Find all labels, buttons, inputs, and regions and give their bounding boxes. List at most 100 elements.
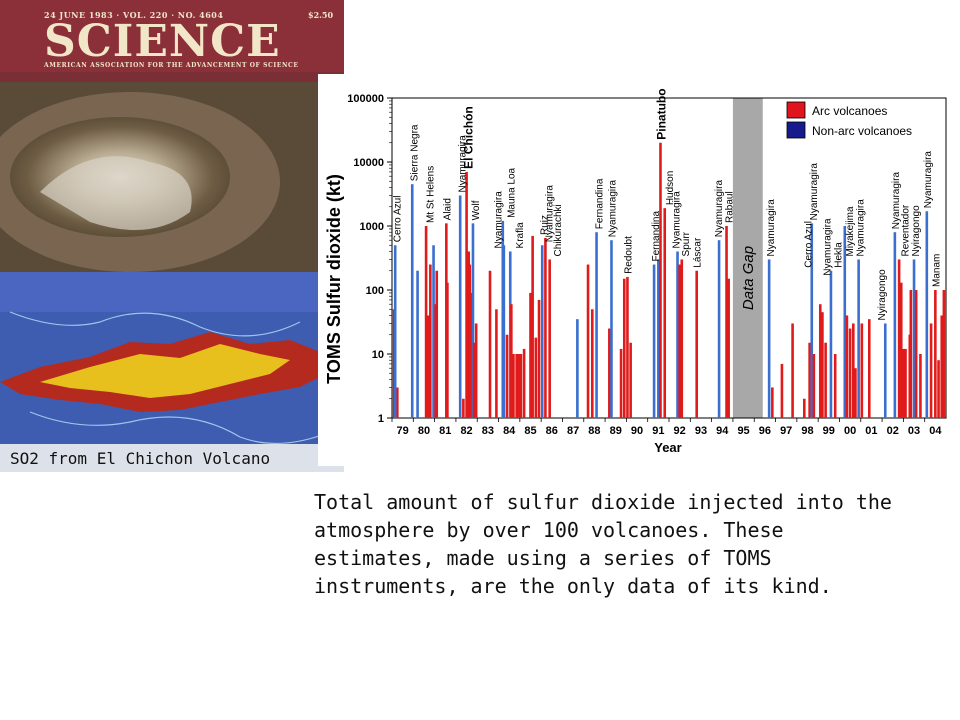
- science-cover: 24 JUNE 1983 · VOL. 220 · NO. 4604 $2.50…: [0, 0, 344, 472]
- volcano-label: Nyamuragira: [891, 172, 902, 230]
- nonarc-volcano-bar: [458, 195, 462, 418]
- arc-volcano-bar: [914, 290, 918, 418]
- nonarc-volcano-bar: [843, 226, 847, 418]
- cover-subtitle: AMERICAN ASSOCIATION FOR THE ADVANCEMENT…: [44, 62, 299, 69]
- arc-volcano-bar: [474, 323, 478, 418]
- arc-volcano-bar: [424, 226, 428, 418]
- volcano-label: Manam: [931, 254, 942, 287]
- x-tick-label: 03: [908, 425, 920, 437]
- nonarc-volcano-bar: [540, 245, 544, 418]
- arc-volcano-bar: [845, 315, 849, 418]
- x-tick-label: 81: [439, 425, 451, 437]
- cover-caption: SO2 from El Chichon Volcano: [10, 449, 271, 468]
- nonarc-volcano-bar: [610, 240, 613, 418]
- arc-volcano-bar: [488, 270, 492, 418]
- x-tick-label: 80: [418, 425, 430, 437]
- caption-box: [0, 444, 344, 472]
- arc-volcano-bar: [429, 264, 432, 418]
- y-axis-title: TOMS Sulfur dioxide (kt): [324, 174, 344, 384]
- arc-volcano-bar: [934, 290, 937, 418]
- data-gap-band: [732, 98, 763, 418]
- legend-arc-label: Arc volcanoes: [812, 104, 887, 118]
- x-tick-label: 91: [652, 425, 664, 437]
- arc-volcano-bar: [909, 290, 913, 418]
- arc-volcano-bar: [899, 282, 903, 418]
- arc-volcano-bar: [495, 309, 498, 418]
- arc-volcano-bar: [531, 235, 534, 418]
- volcano-label: Nyamuragira: [856, 199, 867, 257]
- x-tick-label: 83: [482, 425, 494, 437]
- arc-volcano-bar: [942, 290, 946, 418]
- volcano-label: Krafla: [515, 222, 526, 249]
- arc-volcano-bar: [505, 334, 509, 418]
- x-tick-label: 79: [397, 425, 409, 437]
- arc-volcano-bar: [622, 278, 626, 418]
- arc-volcano-bar: [897, 259, 901, 418]
- volcano-label: Fernandina: [595, 178, 606, 229]
- cover-issue-line: 24 JUNE 1983 · VOL. 220 · NO. 4604: [44, 10, 224, 20]
- volcano-label: Reventador: [900, 204, 911, 256]
- arc-volcano-bar: [902, 348, 905, 418]
- volcano-label: Nyamuragira: [671, 191, 682, 249]
- arc-volcano-bar: [544, 237, 547, 418]
- volcano-label: Mt St Helens: [425, 166, 436, 223]
- x-tick-label: 95: [737, 425, 749, 437]
- volcano-label: Sierra Negra: [409, 124, 420, 181]
- arc-volcano-bar: [626, 276, 629, 418]
- so2-bar-chart: Data Gap 1 10 100 1000 10000 100000 79 80 81 82 83 8…: [324, 88, 947, 455]
- nonarc-volcano-bar: [717, 240, 721, 418]
- arc-volcano-bar: [940, 315, 944, 418]
- arc-volcano-bar: [510, 304, 513, 418]
- x-tick-label: 84: [503, 425, 516, 437]
- volcano-label: Nyamuragira: [923, 151, 934, 209]
- nonarc-volcano-bar: [471, 223, 475, 418]
- x-tick-label: 99: [823, 425, 835, 437]
- arc-volcano-bar: [808, 342, 811, 418]
- arc-volcano-bar: [727, 278, 730, 418]
- x-tick-label: 02: [887, 425, 899, 437]
- volcano-label: Cerro Azul: [804, 221, 815, 268]
- x-tick-label: 01: [865, 425, 877, 437]
- x-tick-label: 92: [674, 425, 686, 437]
- nonarc-volcano-bar: [576, 319, 579, 418]
- cover-price: $2.50: [308, 10, 334, 20]
- nonarc-volcano-bar: [502, 245, 506, 418]
- nonarc-volcano-bar: [432, 245, 435, 418]
- y-tick-label: 100000: [347, 93, 384, 105]
- x-axis-title: Year: [654, 440, 681, 455]
- arc-volcano-bar: [919, 354, 922, 418]
- volcano-label: Redoubt: [623, 236, 634, 274]
- arc-volcano-bar: [791, 323, 794, 418]
- arc-volcano-bar: [590, 309, 594, 418]
- arc-volcano-bar: [537, 299, 541, 418]
- arc-volcano-bar: [867, 319, 871, 418]
- x-tick-label: 04: [929, 425, 942, 437]
- volcano-label: El Chichón: [462, 106, 476, 169]
- arc-volcano-bar: [629, 342, 632, 418]
- arc-volcano-bar: [517, 354, 521, 418]
- volcano-label: Nyamuragira: [766, 199, 777, 257]
- arc-volcano-bar: [725, 226, 728, 418]
- arc-volcano-bar: [904, 348, 907, 418]
- arc-volcano-bar: [529, 292, 532, 418]
- x-tick-label: 82: [460, 425, 472, 437]
- arc-volcano-bar: [468, 264, 472, 418]
- volcano-label: Nyamuragira: [607, 180, 618, 238]
- arc-volcano-bar: [619, 348, 623, 418]
- x-tick-label: 97: [780, 425, 792, 437]
- legend: Arc volcanoes Non-arc volcanoes: [786, 101, 912, 139]
- volcano-label: Nyamuragira: [823, 218, 834, 276]
- arc-volcano-bar: [860, 323, 864, 418]
- x-tick-label: 93: [695, 425, 707, 437]
- x-tick-label: 00: [844, 425, 856, 437]
- arc-volcano-bar: [833, 354, 837, 418]
- y-tick-label: 100: [366, 285, 384, 297]
- volcano-label: Chikurachki: [553, 204, 564, 256]
- arc-volcano-bar: [522, 348, 526, 418]
- arc-volcano-bar: [396, 387, 399, 418]
- arc-volcano-bar: [780, 363, 784, 418]
- volcano-label: Pinatubo: [655, 88, 669, 139]
- volcano-label: Wolf: [471, 200, 482, 220]
- y-tick-label: 1: [378, 413, 384, 425]
- nonarc-volcano-bar: [857, 259, 860, 418]
